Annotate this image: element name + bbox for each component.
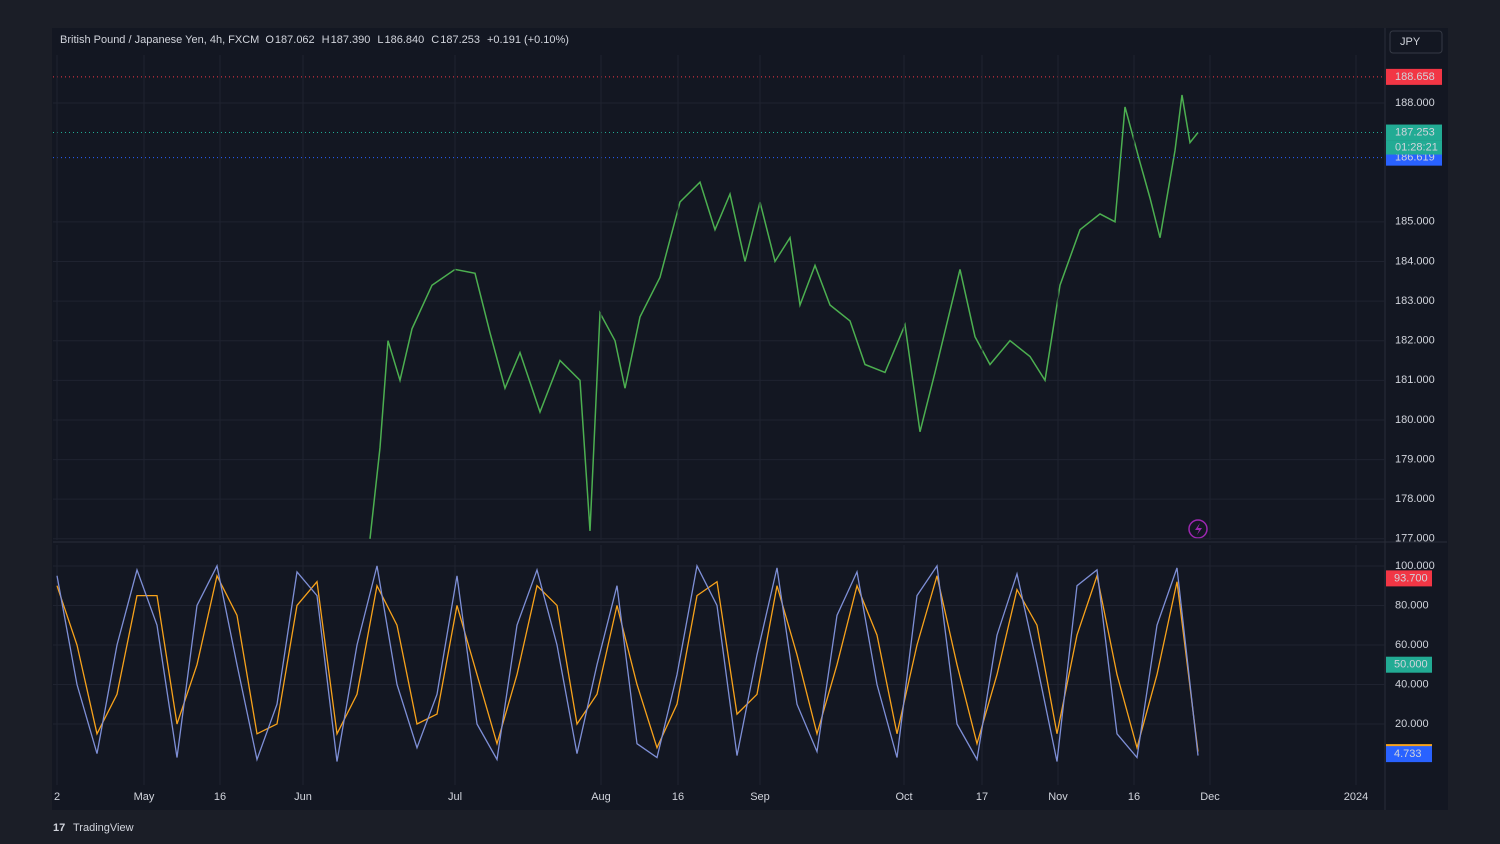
x-tick-label: Jul xyxy=(448,791,462,803)
y-tick-label: 181.000 xyxy=(1395,374,1435,386)
y-tick-label: 188.000 xyxy=(1395,97,1435,109)
price-badge xyxy=(1386,68,1442,85)
currency-button[interactable] xyxy=(1389,30,1443,54)
currency[interactable]: JPY xyxy=(1400,36,1421,48)
y-tick-label: 177.000 xyxy=(1395,533,1435,545)
ohlc-value: 187.253 xyxy=(440,34,480,46)
x-tick-label: Aug xyxy=(591,791,611,803)
level-badge-label: 93.700 xyxy=(1394,572,1428,584)
x-tick-label: 17 xyxy=(976,791,988,803)
price-change: +0.191 (+0.10%) xyxy=(487,34,569,46)
countdown: 01:28:21 xyxy=(1395,141,1438,153)
y-tick-label: 40.000 xyxy=(1395,678,1429,690)
oscillator-line xyxy=(56,563,1199,762)
x-tick-label: 16 xyxy=(214,791,226,803)
ohlc-key: O xyxy=(265,34,274,46)
y-tick-label: 100.000 xyxy=(1395,560,1435,572)
oscillator-line xyxy=(56,573,1199,752)
y-tick-label: 180.000 xyxy=(1395,414,1435,426)
ohlc-key: C xyxy=(431,34,439,46)
price-badge xyxy=(1386,124,1442,141)
price-line xyxy=(369,94,1199,539)
price-badge-label: 187.253 xyxy=(1395,126,1435,138)
ohlc-key: L xyxy=(377,34,383,46)
x-tick-label: 16 xyxy=(1128,791,1140,803)
x-tick-label: 2 xyxy=(54,791,60,803)
price-badge-label: 188.658 xyxy=(1395,71,1435,83)
symbol-title: British Pound / Japanese Yen, 4h, FXCM xyxy=(60,34,259,46)
x-tick-label: May xyxy=(134,791,155,803)
y-tick-label: 182.000 xyxy=(1395,335,1435,347)
alert-bolt xyxy=(1195,523,1202,535)
y-tick-label: 20.000 xyxy=(1395,718,1429,730)
ohlc-value: 187.390 xyxy=(331,34,371,46)
y-tick-label: 60.000 xyxy=(1395,639,1429,651)
level-badge-label: 50.000 xyxy=(1394,659,1428,671)
y-tick-label: 178.000 xyxy=(1395,493,1435,505)
x-tick-label: Dec xyxy=(1200,791,1220,803)
ohlc-value: 187.062 xyxy=(275,34,315,46)
level-badge-label: 4.733 xyxy=(1394,748,1422,760)
price-badge-label: 186.619 xyxy=(1395,152,1435,164)
x-tick-label: 16 xyxy=(672,791,684,803)
brand: TradingView xyxy=(73,822,134,834)
y-tick-label: 179.000 xyxy=(1395,453,1435,465)
ohlc-value: 186.840 xyxy=(385,34,425,46)
brand-logo: 17 xyxy=(53,822,65,834)
y-tick-label: 80.000 xyxy=(1395,599,1429,611)
level-badge xyxy=(1386,746,1432,763)
ohlc-key: H xyxy=(322,34,330,46)
countdown-badge xyxy=(1386,140,1442,155)
y-tick-label: 185.000 xyxy=(1395,216,1435,228)
x-tick-label: Jun xyxy=(294,791,312,803)
y-tick-label: 184.000 xyxy=(1395,255,1435,267)
x-tick-label: Oct xyxy=(895,791,912,803)
level-badge xyxy=(1386,570,1432,587)
level-badge xyxy=(1386,656,1432,673)
x-tick-label: Nov xyxy=(1048,791,1068,803)
x-tick-label: Sep xyxy=(750,791,770,803)
alert-icon[interactable] xyxy=(1188,519,1208,539)
x-tick-label: 2024 xyxy=(1344,791,1368,803)
y-tick-label: 183.000 xyxy=(1395,295,1435,307)
